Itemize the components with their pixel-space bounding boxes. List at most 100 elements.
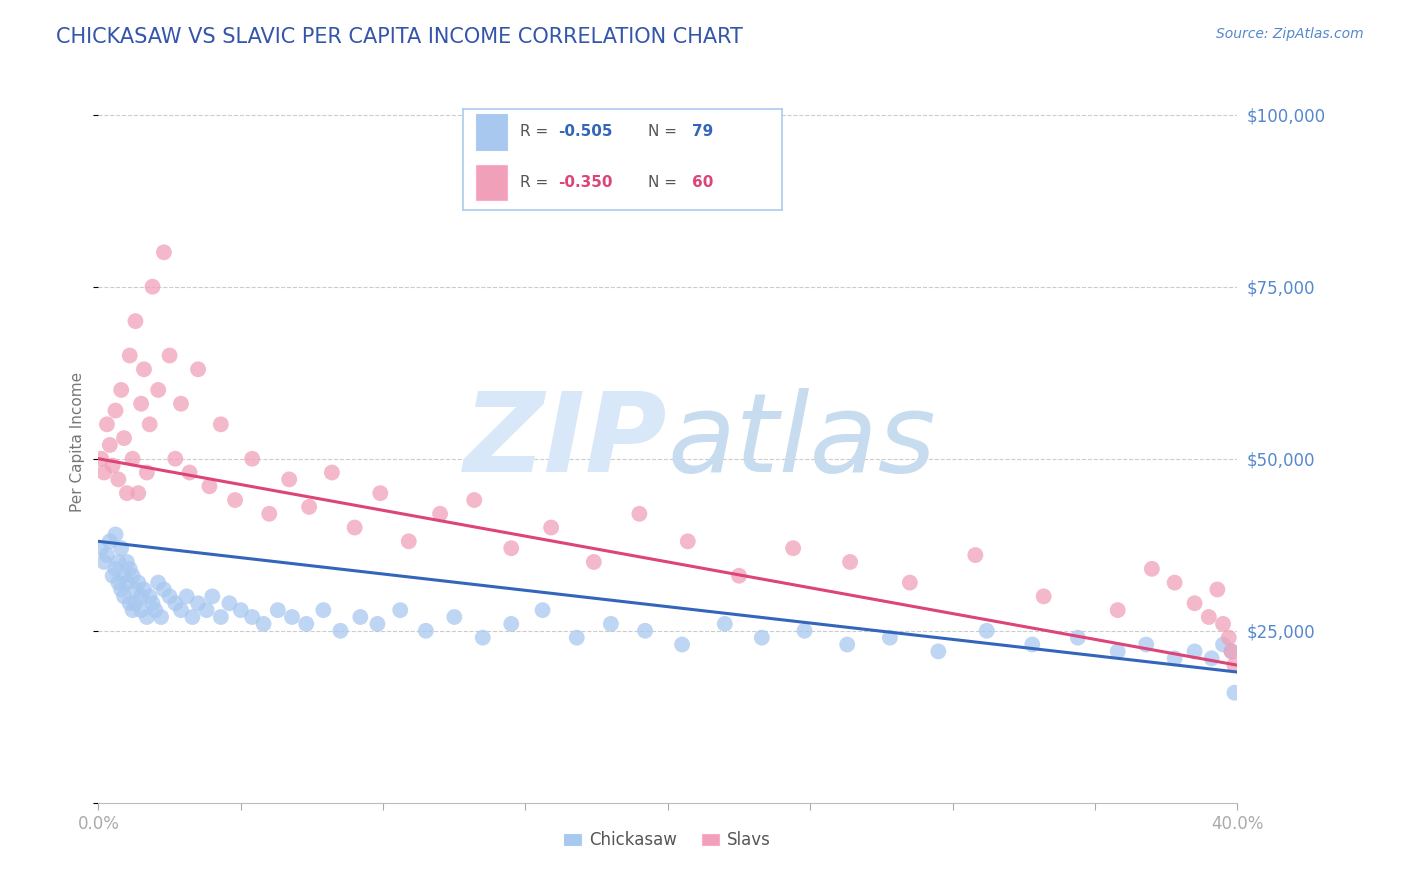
Point (101, 568, 124, 582)
Point (1107, 603, 1129, 617)
Point (107, 555, 129, 569)
Point (443, 610, 465, 624)
Point (124, 314, 146, 328)
Point (90, 541, 112, 556)
Point (150, 610, 173, 624)
Point (582, 555, 605, 569)
Point (312, 603, 335, 617)
Point (1223, 686, 1246, 700)
Point (329, 624, 352, 638)
Point (141, 596, 163, 610)
Point (101, 458, 124, 473)
Text: CHICKASAW VS SLAVIC PER CAPITA INCOME CORRELATION CHART: CHICKASAW VS SLAVIC PER CAPITA INCOME CO… (56, 27, 744, 46)
Point (195, 603, 218, 617)
Point (837, 638, 859, 652)
Point (115, 555, 138, 569)
Point (90, 451, 112, 466)
Point (368, 486, 391, 500)
Point (112, 431, 135, 445)
Point (118, 562, 141, 576)
Point (201, 590, 224, 604)
Point (118, 596, 141, 610)
Point (110, 541, 132, 556)
Point (138, 417, 160, 432)
Point (676, 534, 699, 549)
Point (224, 493, 246, 508)
Point (471, 631, 494, 645)
Point (728, 568, 751, 582)
Point (98, 534, 121, 549)
Point (129, 397, 152, 411)
Point (1163, 651, 1185, 665)
Point (298, 500, 321, 514)
Point (463, 493, 485, 508)
Point (898, 575, 921, 590)
Point (104, 562, 127, 576)
Point (295, 616, 318, 631)
Point (115, 486, 138, 500)
Point (127, 486, 149, 500)
Point (209, 610, 232, 624)
Point (176, 590, 198, 604)
Point (187, 596, 209, 610)
Point (104, 527, 127, 541)
Point (112, 590, 135, 604)
Point (96, 417, 118, 432)
Point (129, 590, 152, 604)
Point (714, 616, 737, 631)
Point (112, 568, 135, 582)
Point (839, 555, 862, 569)
Point (540, 520, 562, 534)
Point (349, 610, 371, 624)
Point (1212, 638, 1234, 652)
Legend: Chickasaw, Slavs: Chickasaw, Slavs (558, 824, 778, 856)
Point (976, 624, 998, 638)
Point (93, 466, 115, 480)
Point (1032, 590, 1054, 604)
Point (179, 466, 201, 480)
Point (793, 624, 815, 638)
Point (110, 383, 132, 397)
Point (240, 610, 263, 624)
Point (1201, 651, 1223, 665)
Point (198, 479, 221, 493)
Point (121, 603, 143, 617)
Point (628, 507, 651, 521)
Point (135, 610, 157, 624)
Point (240, 451, 263, 466)
Point (110, 582, 132, 597)
Point (252, 616, 274, 631)
Point (115, 575, 138, 590)
Point (965, 548, 987, 562)
Point (138, 590, 160, 604)
Point (278, 472, 301, 486)
Point (181, 610, 204, 624)
Point (1140, 562, 1163, 576)
Point (1067, 631, 1090, 645)
Point (209, 417, 232, 432)
Point (343, 520, 366, 534)
Point (170, 603, 193, 617)
Point (281, 610, 304, 624)
Point (98, 438, 121, 452)
Point (1218, 631, 1240, 645)
Point (1135, 638, 1157, 652)
Point (153, 245, 176, 260)
Point (118, 349, 141, 363)
Point (141, 279, 163, 293)
Point (107, 575, 129, 590)
Point (1021, 638, 1043, 652)
Point (600, 616, 623, 631)
Point (96, 548, 118, 562)
Point (366, 616, 388, 631)
Point (1198, 610, 1220, 624)
Point (159, 349, 181, 363)
Point (159, 590, 181, 604)
Point (132, 362, 155, 376)
Point (104, 403, 127, 417)
Text: atlas: atlas (668, 388, 936, 495)
Point (93, 555, 115, 569)
Point (634, 624, 657, 638)
Point (1184, 644, 1206, 658)
Text: Source: ZipAtlas.com: Source: ZipAtlas.com (1216, 27, 1364, 41)
